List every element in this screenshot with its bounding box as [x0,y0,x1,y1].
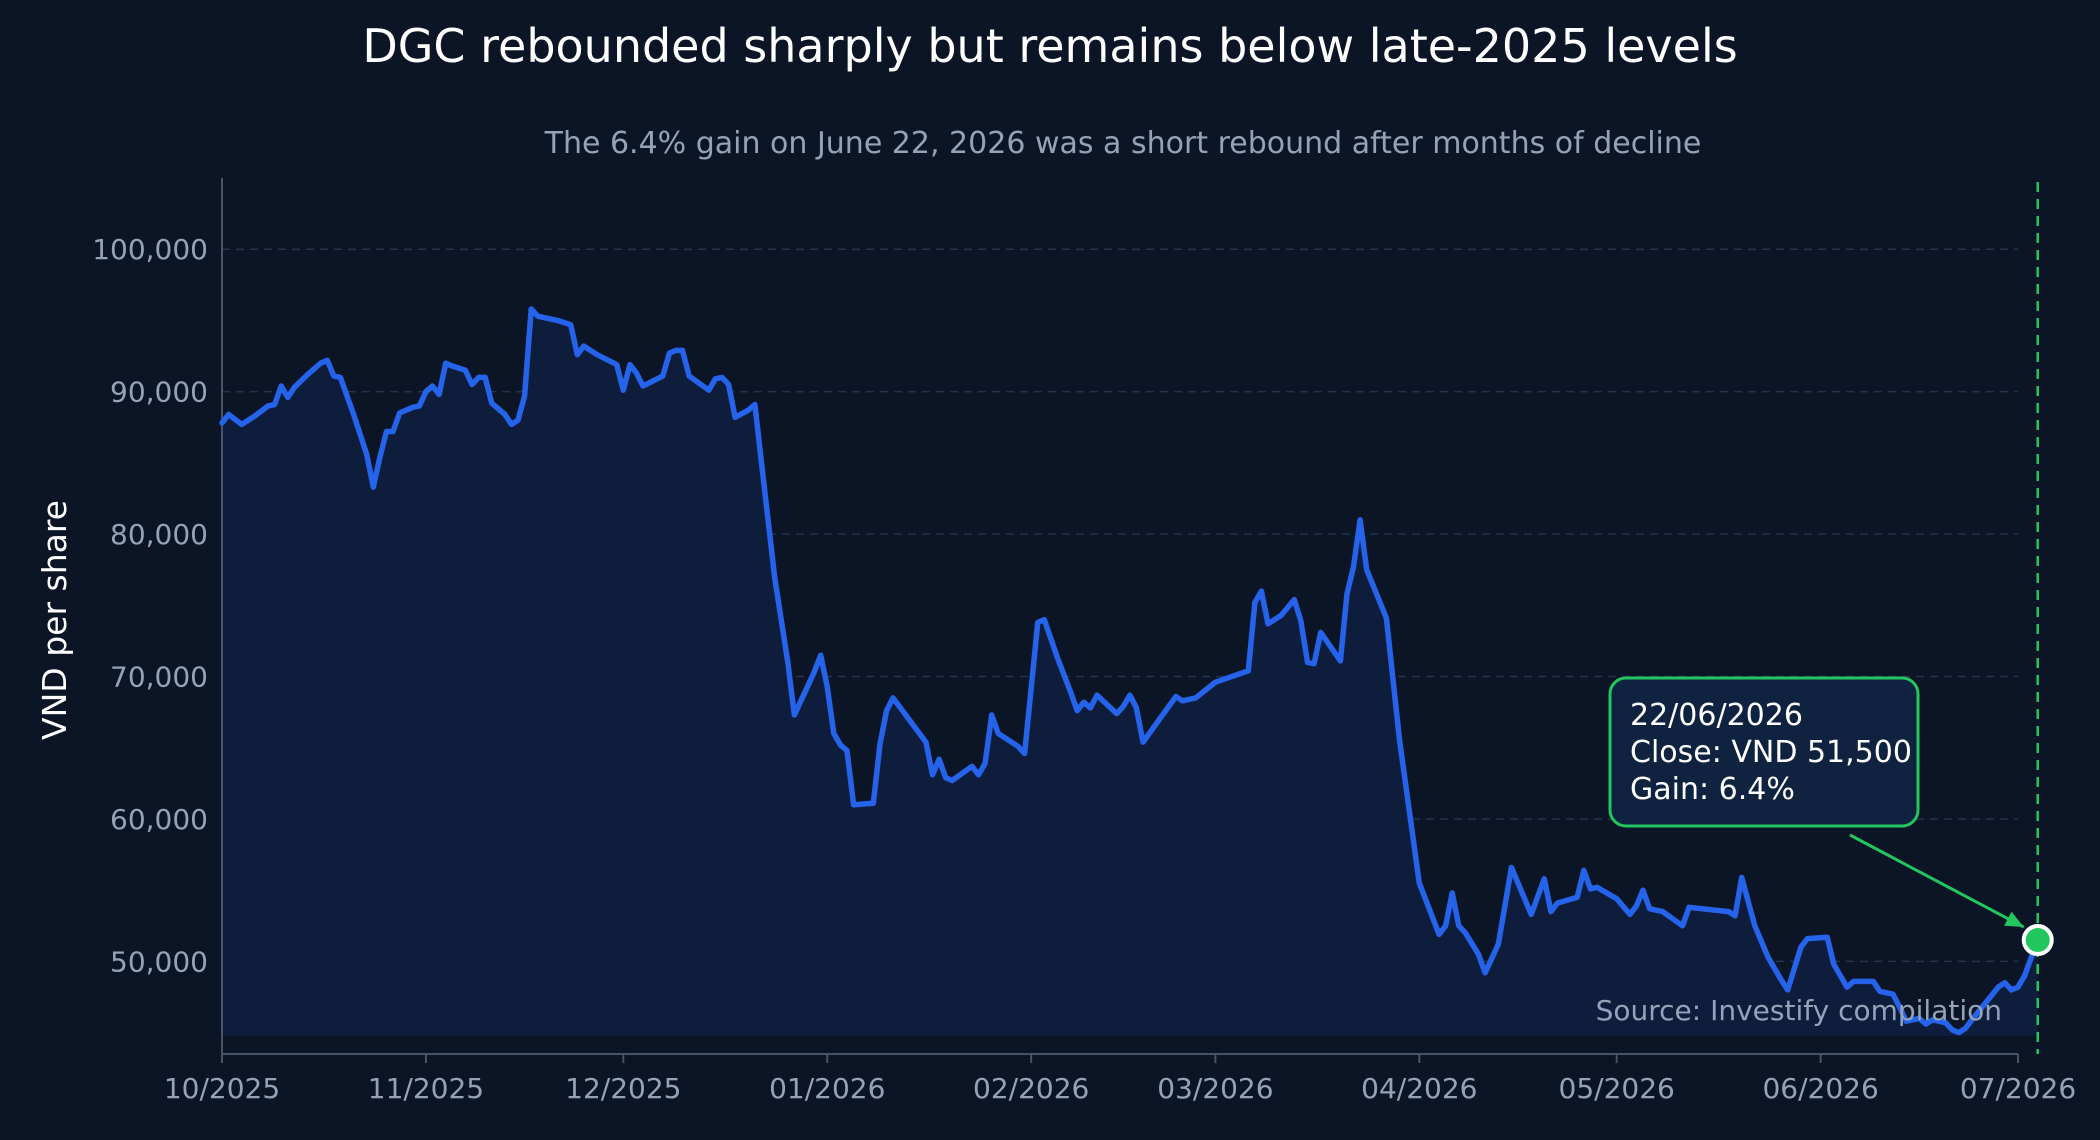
chart-title: DGC rebounded sharply but remains below … [362,19,1737,73]
y-tick-label: 80,000 [110,518,208,551]
highlight-marker [2021,924,2054,957]
y-tick-label: 60,000 [110,803,208,836]
y-tick-label: 90,000 [110,376,208,409]
callout-line: Gain: 6.4% [1630,772,1795,807]
x-tick-label: 03/2026 [1157,1072,1273,1105]
x-tick-label: 06/2026 [1762,1072,1878,1105]
callout-line: 22/06/2026 [1630,698,1803,733]
callout-arrow [1849,833,2025,929]
price-area-fill [222,309,2038,1036]
y-tick-label: 50,000 [110,945,208,978]
callout-line: Close: VND 51,500 [1630,735,1912,770]
price-area [222,309,2038,1036]
x-tick-label: 05/2026 [1559,1072,1675,1105]
x-tick-label: 07/2026 [1960,1072,2076,1105]
y-tick-label: 100,000 [92,233,208,266]
y-axis-label: VND per share [35,500,74,740]
x-tick-label: 11/2025 [368,1072,484,1105]
x-tick-label: 10/2025 [164,1072,280,1105]
price-line [219,306,2041,1036]
price-series [219,306,2041,1036]
y-tick-label: 70,000 [110,661,208,694]
axes: 50,000 60,000 70,000 80,000 90,000 100,000 10/… [92,178,2076,1105]
x-tick-label: 04/2026 [1361,1072,1477,1105]
x-tick-label: 12/2025 [565,1072,681,1105]
x-tick-label: 01/2026 [769,1072,885,1105]
chart-subtitle: The 6.4% gain on June 22, 2026 was a sho… [544,126,1702,161]
source-note: Source: Investify compilation [1596,994,2002,1027]
callout-arrowhead [2004,911,2024,927]
callout-box [1608,676,1920,828]
x-tick-label: 02/2026 [973,1072,1089,1105]
